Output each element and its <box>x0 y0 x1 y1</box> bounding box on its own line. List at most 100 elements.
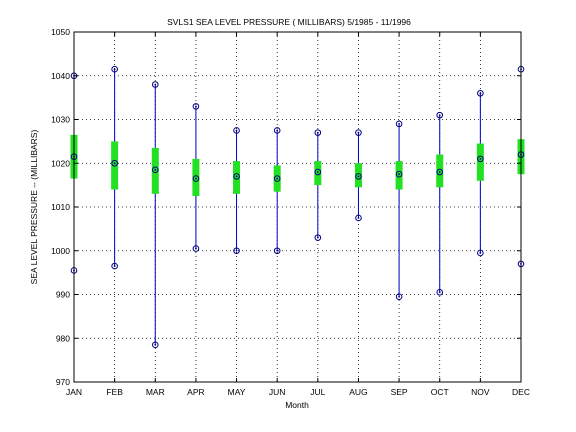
min-marker <box>233 247 240 255</box>
mean-marker-dot <box>316 171 319 173</box>
month-group-jul <box>314 129 322 241</box>
max-marker-dot <box>357 131 360 134</box>
min-marker <box>314 234 322 241</box>
mean-marker <box>314 168 322 176</box>
min-marker <box>111 262 118 270</box>
max-marker-dot <box>154 83 157 86</box>
month-group-apr <box>192 103 200 252</box>
x-axis-title: Month <box>285 400 309 410</box>
max-marker-dot <box>276 129 279 132</box>
y-tick-label: 1000 <box>51 246 70 256</box>
mean-marker <box>151 166 159 174</box>
max-marker-dot <box>316 131 319 134</box>
month-group-oct <box>436 111 444 296</box>
x-tick-label-jul: JUL <box>310 387 325 397</box>
y-tick-label: 1020 <box>51 158 70 168</box>
min-marker-dot <box>113 265 116 267</box>
x-tick-label-jun: JUN <box>269 387 286 397</box>
mean-marker <box>436 168 444 176</box>
max-marker <box>273 127 281 134</box>
month-group-feb <box>111 65 119 270</box>
max-marker-dot <box>235 129 238 132</box>
quartile-box <box>192 158 200 197</box>
min-marker <box>477 249 484 257</box>
x-tick-label-feb: FEB <box>106 387 123 397</box>
month-group-aug <box>354 129 362 222</box>
x-tick-label-apr: APR <box>187 387 204 397</box>
mean-marker-dot <box>276 177 279 180</box>
mean-marker-dot <box>195 177 197 180</box>
min-marker <box>355 214 362 222</box>
max-marker-dot <box>113 68 116 71</box>
y-tick-label: 1010 <box>51 202 70 212</box>
quartile-box <box>111 141 119 190</box>
mean-marker <box>192 175 200 182</box>
max-marker-dot <box>398 122 400 125</box>
mean-marker-dot <box>438 171 441 173</box>
max-marker <box>151 81 159 88</box>
x-tick-label-jan: JAN <box>66 387 82 397</box>
y-tick-label: 970 <box>56 377 70 387</box>
min-marker <box>395 293 403 300</box>
month-group-mar <box>151 81 159 349</box>
x-tick-label-dec: DEC <box>512 387 530 397</box>
min-marker-dot <box>479 252 482 254</box>
mean-marker <box>477 155 484 163</box>
quartile-box <box>354 163 362 188</box>
x-tick-label-oct: OCT <box>431 387 449 397</box>
mean-marker <box>355 173 362 180</box>
mean-marker-dot <box>398 173 400 176</box>
x-tick-label-mar: MAR <box>146 387 165 397</box>
x-tick-label-nov: NOV <box>471 387 490 397</box>
quartile-box <box>314 161 322 186</box>
chart-title: SVLS1 SEA LEVEL PRESSURE ( MILLIBARS) 5/… <box>167 17 411 27</box>
min-marker <box>192 245 200 252</box>
min-marker-dot <box>154 343 157 346</box>
plot-frame <box>73 31 522 383</box>
min-marker-dot <box>438 291 441 294</box>
min-marker <box>436 289 444 296</box>
mean-marker-dot <box>154 168 157 171</box>
axis-layer: 970 980 990 1000 1010 1020 1030 1040 1050 JAN FEB M… <box>51 27 530 397</box>
max-marker-dot <box>479 92 482 95</box>
max-marker <box>314 129 322 136</box>
max-marker <box>355 129 362 136</box>
min-marker-dot <box>398 295 400 298</box>
y-tick-label: 990 <box>56 290 70 300</box>
min-marker-dot <box>357 217 360 219</box>
y-tick-label: 980 <box>56 333 70 343</box>
min-marker <box>273 247 281 255</box>
mean-marker <box>233 173 240 180</box>
max-marker <box>192 103 200 110</box>
max-marker <box>436 111 444 119</box>
mean-marker-dot <box>113 162 116 165</box>
min-marker-dot <box>235 249 238 252</box>
max-marker <box>477 89 484 97</box>
min-marker-dot <box>316 236 319 239</box>
mean-marker-dot <box>357 175 360 178</box>
x-tick-label-sep: SEP <box>391 387 408 397</box>
mean-marker <box>273 175 281 182</box>
grid-layer <box>74 32 521 382</box>
mean-marker-dot <box>235 175 238 178</box>
mean-marker-dot <box>479 157 482 160</box>
mean-marker <box>111 159 118 167</box>
max-marker-dot <box>195 105 197 108</box>
y-tick-label: 1040 <box>51 71 70 81</box>
month-group-jun <box>273 127 281 255</box>
x-tick-label-may: MAY <box>228 387 246 397</box>
mean-marker <box>395 170 403 178</box>
y-axis-title: SEA LEVEL PRESSURE -- (MILLIBARS) <box>29 130 39 285</box>
x-tick-label-aug: AUG <box>349 387 367 397</box>
quartile-box <box>395 161 403 190</box>
y-tick-label: 1050 <box>51 27 70 37</box>
month-group-sep <box>395 120 403 300</box>
min-marker-dot <box>195 247 197 250</box>
max-marker <box>395 120 403 128</box>
quartile-box <box>436 154 444 188</box>
y-tick-label: 1030 <box>51 115 70 125</box>
min-marker-dot <box>276 249 279 252</box>
quartile-box <box>151 147 159 194</box>
quartile-box <box>233 161 241 194</box>
